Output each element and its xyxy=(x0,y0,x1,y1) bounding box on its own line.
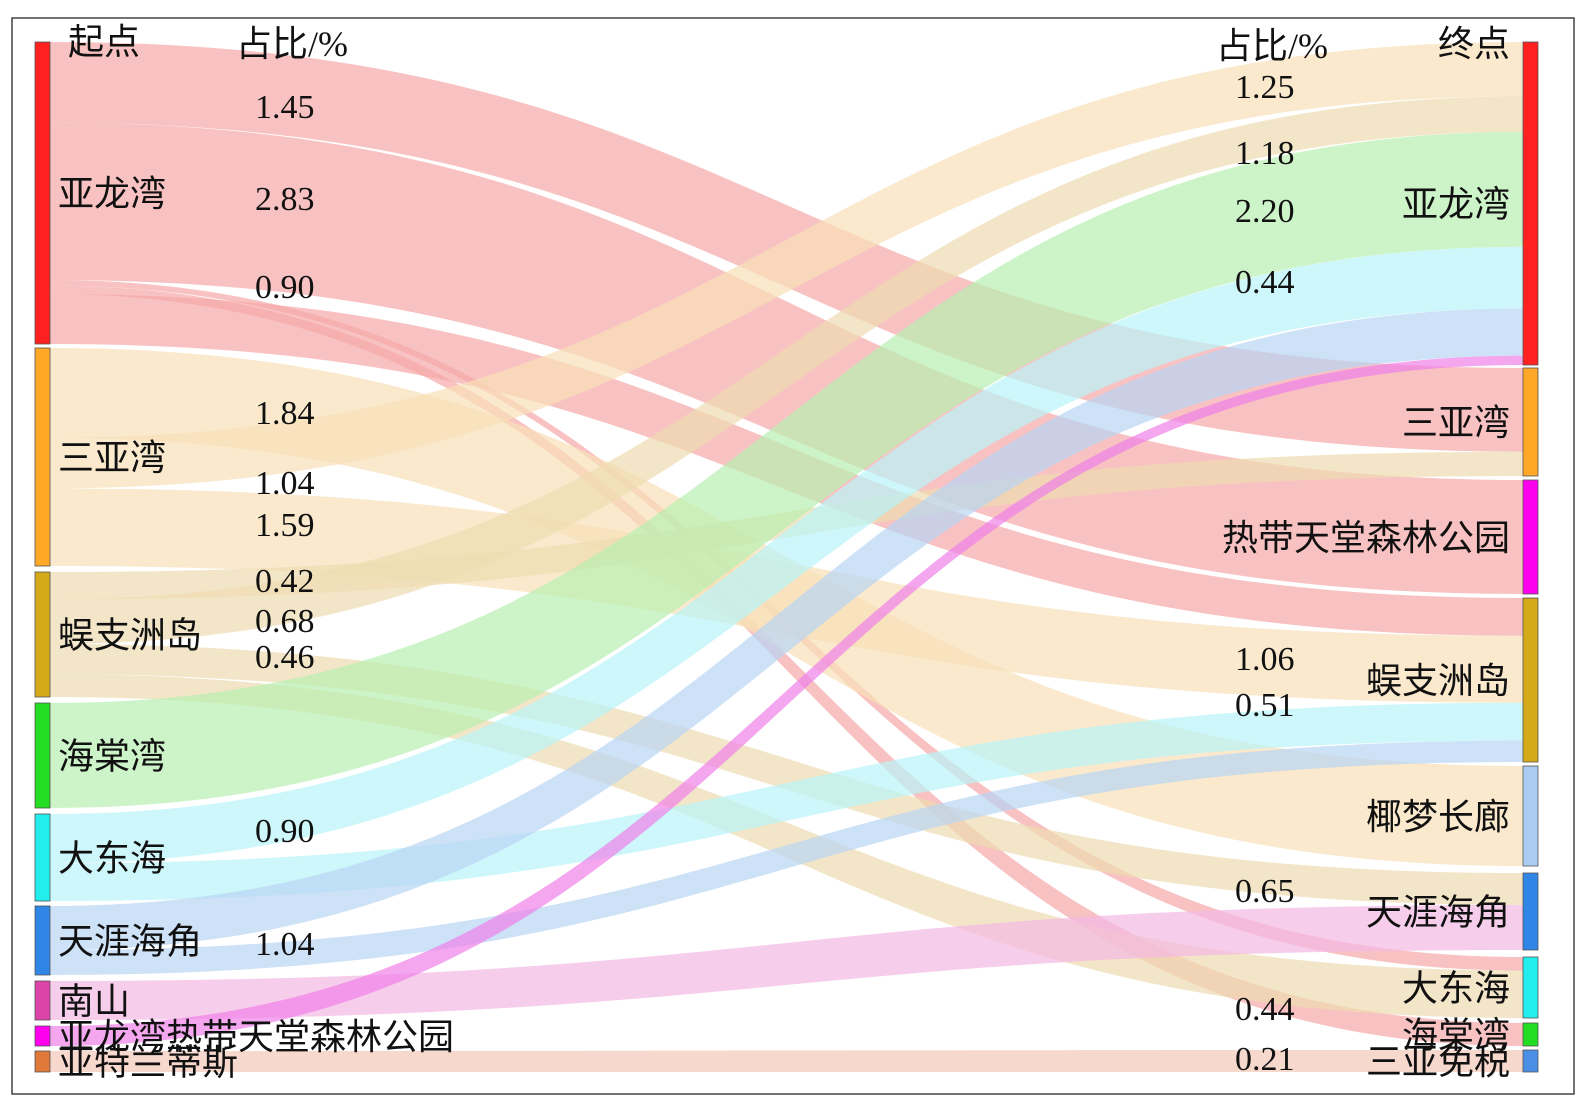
flow-links xyxy=(50,42,1523,1072)
left-value-label: 1.45 xyxy=(255,89,315,126)
left-value-header: 占比/% xyxy=(236,24,348,64)
flow-link-s3-t6 xyxy=(50,643,1523,905)
right-value-label: 0.51 xyxy=(1235,687,1295,724)
source-node-bar xyxy=(34,980,51,1021)
target-node-bar xyxy=(1522,1022,1539,1047)
source-node-label: 天涯海角 xyxy=(58,922,202,962)
target-node-bar xyxy=(1522,872,1539,951)
source-node-label: 亚特兰蒂斯 xyxy=(58,1043,238,1083)
flow-link-s2-t1 xyxy=(50,42,1523,489)
chart-frame xyxy=(11,17,1575,1095)
right-value-label: 0.21 xyxy=(1235,1041,1295,1078)
flow-link-s1-t8 xyxy=(50,285,1523,1047)
target-node-bar xyxy=(1522,1049,1539,1073)
target-node-bar xyxy=(1522,956,1539,1019)
flow-link-s2-t4 xyxy=(50,488,1523,703)
source-node-label: 三亚湾 xyxy=(58,438,166,478)
flow-link-s4-t1 xyxy=(50,131,1523,809)
left-value-label: 0.68 xyxy=(255,603,315,640)
source-node-bar xyxy=(34,813,51,902)
right-value-label: 0.44 xyxy=(1235,264,1295,301)
left-value-label: 1.04 xyxy=(255,465,315,502)
right-value-label: 1.25 xyxy=(1235,69,1295,106)
source-node-label: 亚龙湾 xyxy=(58,174,166,214)
flow-link-s6-t1 xyxy=(50,308,1523,951)
left-value-label: 0.90 xyxy=(255,269,315,306)
source-node-bar xyxy=(34,571,51,698)
right-value-label: 1.18 xyxy=(1235,135,1295,172)
flow-link-s5-t1 xyxy=(50,246,1523,864)
source-node-bar xyxy=(34,905,51,976)
flow-link-s6-t4 xyxy=(50,740,1523,975)
target-node-label: 亚龙湾 xyxy=(1402,185,1510,225)
target-node-bar xyxy=(1522,479,1539,595)
chart-labels: 起点 占比/% 占比/% 终点 亚龙湾三亚湾蜈支洲岛海棠湾大东海天涯海角南山亚龙… xyxy=(58,22,1510,1083)
target-node-bar xyxy=(1522,367,1539,477)
right-value-label: 2.20 xyxy=(1235,193,1295,230)
source-node-label: 南山 xyxy=(58,982,130,1022)
left-value-label: 2.83 xyxy=(255,181,315,218)
right-value-label: 1.06 xyxy=(1235,641,1295,678)
flow-link-s9-t9 xyxy=(50,1050,1523,1072)
target-node-bar xyxy=(1522,597,1539,763)
source-node-label: 海棠湾 xyxy=(58,737,166,777)
left-value-label: 1.04 xyxy=(255,926,315,963)
source-node-bar xyxy=(34,702,51,809)
source-node-bar xyxy=(34,347,51,567)
right-value-label: 0.65 xyxy=(1235,873,1295,910)
flow-link-s7-t6 xyxy=(50,904,1523,1020)
node-bars xyxy=(34,41,1539,1073)
left-value-label: 0.42 xyxy=(255,563,315,600)
flow-link-s3-t1 xyxy=(50,96,1523,644)
right-node-header: 终点 xyxy=(1438,24,1510,64)
left-value-label: 1.59 xyxy=(255,507,315,544)
source-node-label: 亚龙湾热带天堂森林公园 xyxy=(58,1017,454,1057)
target-node-label: 大东海 xyxy=(1402,969,1510,1009)
right-value-header: 占比/% xyxy=(1216,26,1328,66)
left-node-header: 起点 xyxy=(68,22,140,62)
source-node-bar xyxy=(34,1050,51,1073)
target-node-bar xyxy=(1522,41,1539,366)
target-node-label: 海棠湾 xyxy=(1402,1016,1510,1056)
target-node-label: 蜈支洲岛 xyxy=(1366,661,1510,701)
left-value-label: 0.46 xyxy=(255,639,315,676)
source-node-bar xyxy=(34,1025,51,1047)
target-node-label: 天涯海角 xyxy=(1366,893,1510,933)
target-node-label: 热带天堂森林公园 xyxy=(1222,518,1510,558)
source-node-label: 蜈支洲岛 xyxy=(58,616,202,656)
right-value-label: 0.44 xyxy=(1235,991,1295,1028)
left-value-label: 0.90 xyxy=(255,813,315,850)
flow-link-s8-t1 xyxy=(50,355,1523,1046)
target-node-label: 三亚免税 xyxy=(1366,1042,1510,1082)
source-node-bar xyxy=(34,41,51,345)
left-value-label: 1.84 xyxy=(255,395,315,432)
source-node-label: 大东海 xyxy=(58,839,166,879)
target-node-label: 椰梦长廊 xyxy=(1366,797,1510,837)
target-node-label: 三亚湾 xyxy=(1402,403,1510,443)
target-node-bar xyxy=(1522,765,1539,867)
